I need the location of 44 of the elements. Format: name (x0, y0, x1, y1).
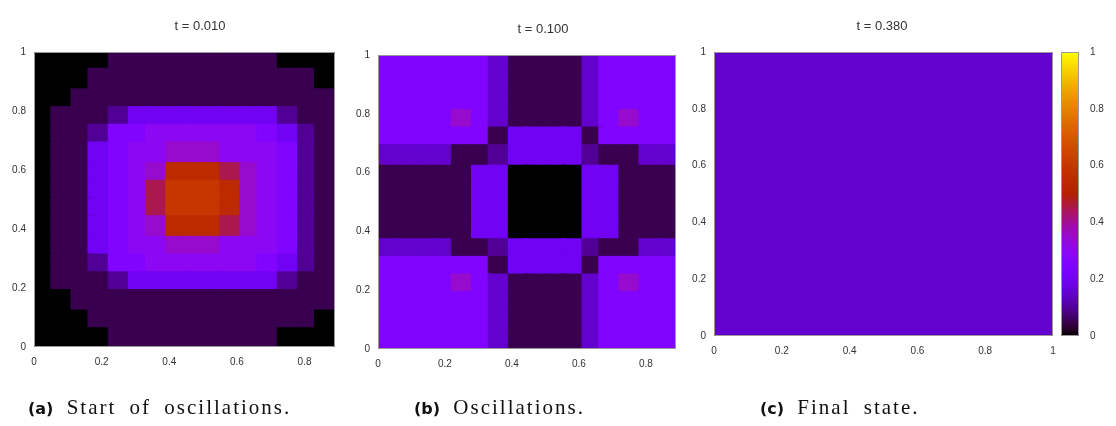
x-tick-label: 0.4 (162, 355, 177, 367)
y-tick-label: 0 (700, 329, 707, 341)
y-tick-label: 0.2 (692, 272, 707, 284)
chart-title: t = 0.380 (856, 18, 908, 33)
x-tick-label: 1 (1050, 344, 1057, 356)
y-tick-label: 0.4 (356, 225, 371, 237)
x-tick-label: 0 (711, 344, 718, 356)
chart-title: t = 0.010 (174, 18, 226, 33)
x-tick-label: 0.6 (571, 357, 587, 369)
color-bar-label: 0.8 (1090, 102, 1105, 114)
x-tick-label: 0.2 (94, 355, 110, 367)
chart-title: t = 0.100 (517, 21, 569, 36)
x-tick-label: 0 (375, 357, 382, 369)
text: (b) Oscillations. (414, 395, 585, 420)
x-tick-label: 0.8 (638, 357, 654, 369)
y-tick-label: 0.6 (356, 166, 371, 178)
x-tick-label: 0.2 (774, 344, 790, 356)
y-tick-label: 0.4 (692, 216, 707, 228)
y-tick-label: 0.8 (12, 104, 27, 116)
x-tick-label: 0 (31, 355, 38, 367)
y-tick-label: 0.2 (356, 283, 371, 295)
y-tick-label: 0.4 (12, 222, 27, 234)
color-bar-label: 0.2 (1090, 272, 1105, 284)
y-tick-label: 0.8 (356, 107, 371, 119)
y-tick-label: 0.6 (692, 159, 707, 171)
x-tick-label: 0.8 (978, 344, 993, 356)
y-tick-label: 0.6 (12, 163, 27, 175)
x-tick-label: 0.4 (842, 344, 857, 356)
y-tick-label: 1 (364, 48, 371, 60)
y-tick-label: 0.2 (12, 281, 27, 293)
text: (a) Start of oscillations. (28, 395, 292, 420)
x-tick-label: 0.6 (229, 355, 245, 367)
x-tick-label: 0.8 (297, 355, 312, 367)
x-tick-label: 0.4 (504, 357, 520, 369)
x-tick-label: 0.6 (910, 344, 925, 356)
color-bar-label: 1 (1090, 45, 1096, 57)
x-tick-label: 0.2 (438, 357, 453, 369)
y-tick-label: 0.8 (692, 102, 707, 114)
y-tick-label: 1 (20, 45, 27, 57)
color-bar-label: 0.4 (1090, 216, 1105, 228)
color-bar-label: 0.6 (1090, 159, 1105, 171)
color-bar-label: 0 (1090, 329, 1096, 341)
text: (c) Final state. (760, 395, 920, 420)
y-tick-label: 1 (700, 45, 707, 57)
